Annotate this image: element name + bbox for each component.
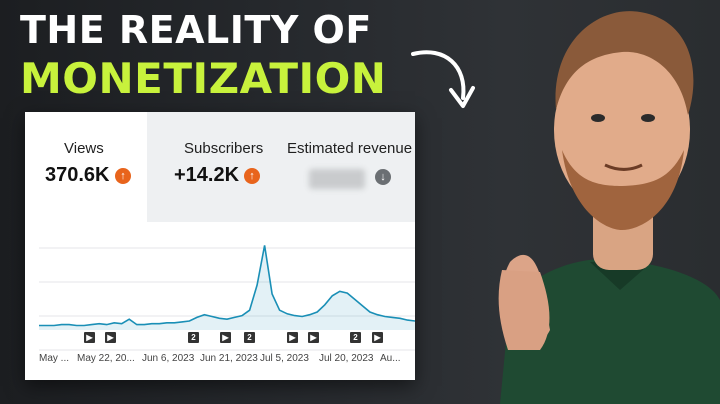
video-marker-count[interactable]: 2: [244, 332, 255, 343]
headline-line-1: THE REALITY OF: [20, 8, 372, 52]
metric-tab-views[interactable]: Views 370.6K ↑: [25, 112, 147, 222]
video-marker-play-icon[interactable]: ▶: [372, 332, 383, 343]
subscribers-label: Subscribers: [184, 140, 264, 157]
metric-tab-group: Subscribers +14.2K ↑ Estimated revenue ↓: [147, 112, 415, 222]
metric-tab-estimated-revenue[interactable]: Estimated revenue ↓: [277, 112, 415, 222]
video-marker-count[interactable]: 2: [188, 332, 199, 343]
video-marker-count[interactable]: 2: [350, 332, 361, 343]
video-marker-play-icon[interactable]: ▶: [308, 332, 319, 343]
gridlines: [39, 247, 415, 351]
x-tick-label: Jul 20, 2023: [319, 353, 374, 364]
trend-up-icon: ↑: [115, 168, 131, 184]
x-tick-label: Jun 21, 2023: [200, 353, 258, 364]
video-marker-play-icon[interactable]: ▶: [287, 332, 298, 343]
trend-up-icon: ↑: [244, 168, 260, 184]
x-tick-label: Au...: [380, 353, 401, 364]
views-value: 370.6K: [45, 164, 110, 186]
video-marker-play-icon[interactable]: ▶: [220, 332, 231, 343]
views-chart: [39, 245, 415, 351]
x-tick-label: May ...: [39, 353, 70, 364]
metrics-row: Views 370.6K ↑ Subscribers +14.2K ↑ Esti…: [25, 112, 415, 222]
chart-line: [39, 245, 415, 327]
x-tick-label: Jul 5, 2023: [260, 353, 309, 364]
headline-line-2: MONETIZATION: [20, 54, 387, 103]
x-tick-label: Jun 6, 2023: [142, 353, 195, 364]
metric-tab-subscribers[interactable]: Subscribers +14.2K ↑: [147, 112, 277, 222]
views-label: Views: [64, 140, 104, 157]
video-marker-play-icon[interactable]: ▶: [105, 332, 116, 343]
chart-area: [39, 245, 415, 330]
presenter-photo: [498, 11, 720, 404]
analytics-card: Views 370.6K ↑ Subscribers +14.2K ↑ Esti…: [25, 112, 415, 380]
x-tick-label: May 22, 20...: [77, 353, 135, 364]
revenue-value-blurred: [309, 169, 365, 189]
trend-down-icon: ↓: [375, 169, 391, 185]
revenue-label: Estimated revenue: [287, 140, 413, 157]
video-marker-play-icon[interactable]: ▶: [84, 332, 95, 343]
subscribers-value: +14.2K: [174, 164, 240, 186]
curved-arrow-icon: [411, 50, 475, 108]
